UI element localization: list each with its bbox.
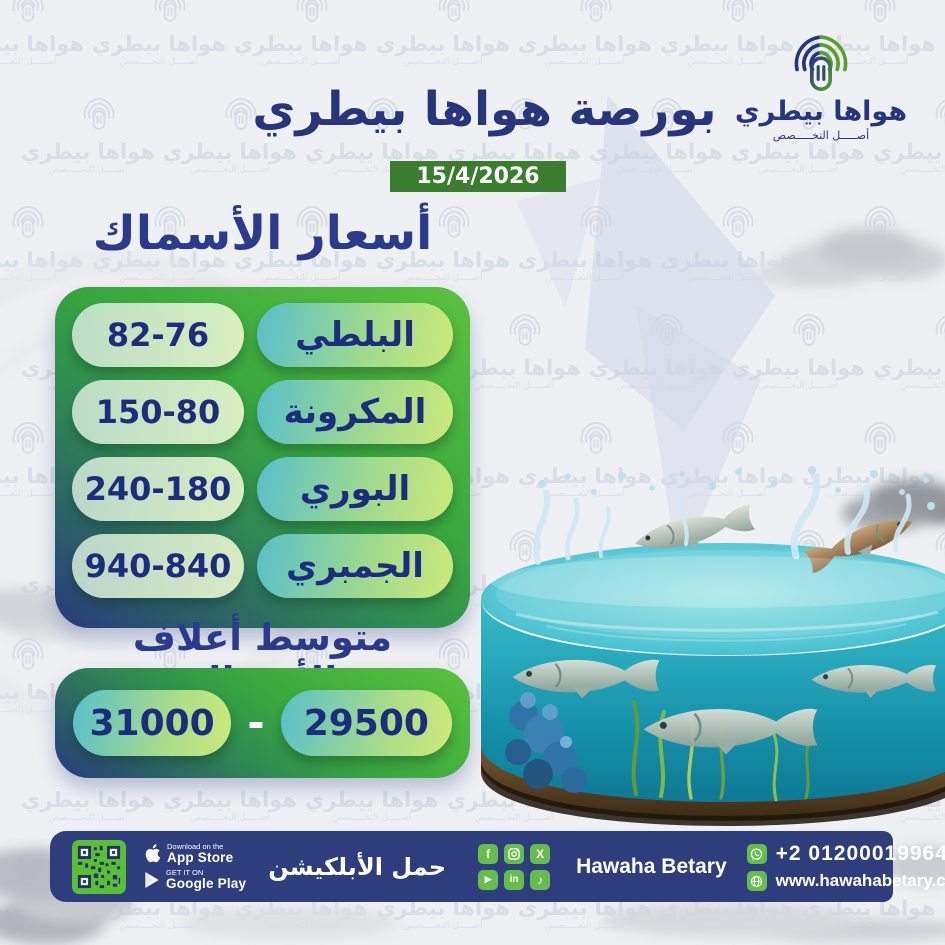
watermark-fingerprint-icon [505,310,545,348]
footer-bar: Download on the App Store GET IT ON Goog… [50,831,945,902]
logo-mark-icon [794,35,848,92]
app-store-line1: Download on the [167,842,224,851]
brand-name: Hawaha Betary [576,854,727,878]
watermark-fingerprint-icon [8,202,48,240]
website-row[interactable]: www.hawahabetary.com [746,871,945,891]
youtube-icon[interactable]: ▶ [478,869,499,890]
brand-logo: هواها بيطري أصـــــل التخـــــصص [731,30,911,142]
price-range-pill: 940-840 [72,534,244,598]
facebook-icon[interactable]: f [478,843,499,864]
website-url: www.hawahabetary.com [775,871,945,890]
watermark-fingerprint-icon [292,0,332,24]
fish-prices-panel: البلطي 82-76 المكرونة 150-80 البوري 240-… [55,287,470,628]
google-play-badge[interactable]: GET IT ON Google Play [144,869,246,890]
qr-code[interactable] [72,839,126,894]
watermark-fingerprint-icon [789,310,829,348]
fish-name-pill: البلطي [257,303,453,367]
feed-row: 29500 - 31000 [73,690,452,756]
apple-icon [145,844,161,863]
cloud [180,906,400,940]
cloud [818,228,918,268]
logo-tagline: أصـــــل التخـــــصص [772,129,870,142]
watermark-fingerprint-icon [718,0,758,24]
fish-name-pill: المكرونة [257,380,453,444]
google-play-line2: Google Play [166,875,247,891]
price-range-pill: 240-180 [72,457,244,521]
social-links: f X ▶ in ♪ [478,843,551,890]
price-row: المكرونة 150-80 [72,380,453,444]
range-dash: - [247,698,265,747]
watermark-fingerprint-icon [576,418,616,456]
price-row: البوري 240-180 [72,457,453,521]
water-scene-illustration [481,466,945,826]
phone-number: +2 01200019964 [775,842,945,865]
whatsapp-icon [746,844,767,864]
contact-block: +2 01200019964 www.hawahabetary.com [746,842,945,891]
triangle-decor [585,95,775,430]
watermark-fingerprint-icon [150,0,190,24]
fish-name-pill: الجمبري [257,534,453,598]
watermark-fingerprint-icon [860,418,900,456]
watermark-fingerprint-icon [8,418,48,456]
logo-name: هواها بيطري [734,96,908,127]
x-icon[interactable]: X [530,843,551,864]
app-store-badge[interactable]: Download on the App Store [144,843,246,864]
globe-icon [746,871,767,891]
fish-name-pill: البوري [257,457,453,521]
watermark-fingerprint-icon [718,418,758,456]
watermark-fingerprint-icon [931,310,945,348]
price-row: البلطي 82-76 [72,303,453,367]
feed-low-pill: 29500 [280,690,452,756]
phone-row[interactable]: +2 01200019964 [746,842,945,866]
cloud [886,846,945,886]
feed-high-pill: 31000 [73,690,232,756]
watermark-fingerprint-icon [434,0,474,24]
tiktok-icon[interactable]: ♪ [530,869,551,890]
triangle-decor [516,178,601,308]
watermark-fingerprint-icon [576,0,616,24]
google-play-icon [145,871,159,888]
watermark-fingerprint-icon [718,202,758,240]
download-app-label: حمل الأبلكيشن [268,852,447,881]
app-store-line2: App Store [167,849,234,865]
price-range-pill: 82-76 [72,303,244,367]
price-row: الجمبري 940-840 [72,534,453,598]
watermark-fingerprint-icon [576,202,616,240]
feed-panel: 29500 - 31000 [55,668,470,778]
watermark-fingerprint-icon [647,310,687,348]
watermark-fingerprint-icon [860,0,900,24]
store-badges: Download on the App Store GET IT ON Goog… [144,843,246,890]
watermark-fingerprint-icon [8,0,48,24]
instagram-icon[interactable] [504,843,525,864]
fish-prices-title: أسعار الأسماك [92,206,433,261]
date-badge: 15/4/2026 [390,161,566,192]
price-range-pill: 150-80 [72,380,244,444]
cloud [600,902,860,938]
linkedin-icon[interactable]: in [504,869,525,890]
watermark-fingerprint-icon [8,634,48,672]
